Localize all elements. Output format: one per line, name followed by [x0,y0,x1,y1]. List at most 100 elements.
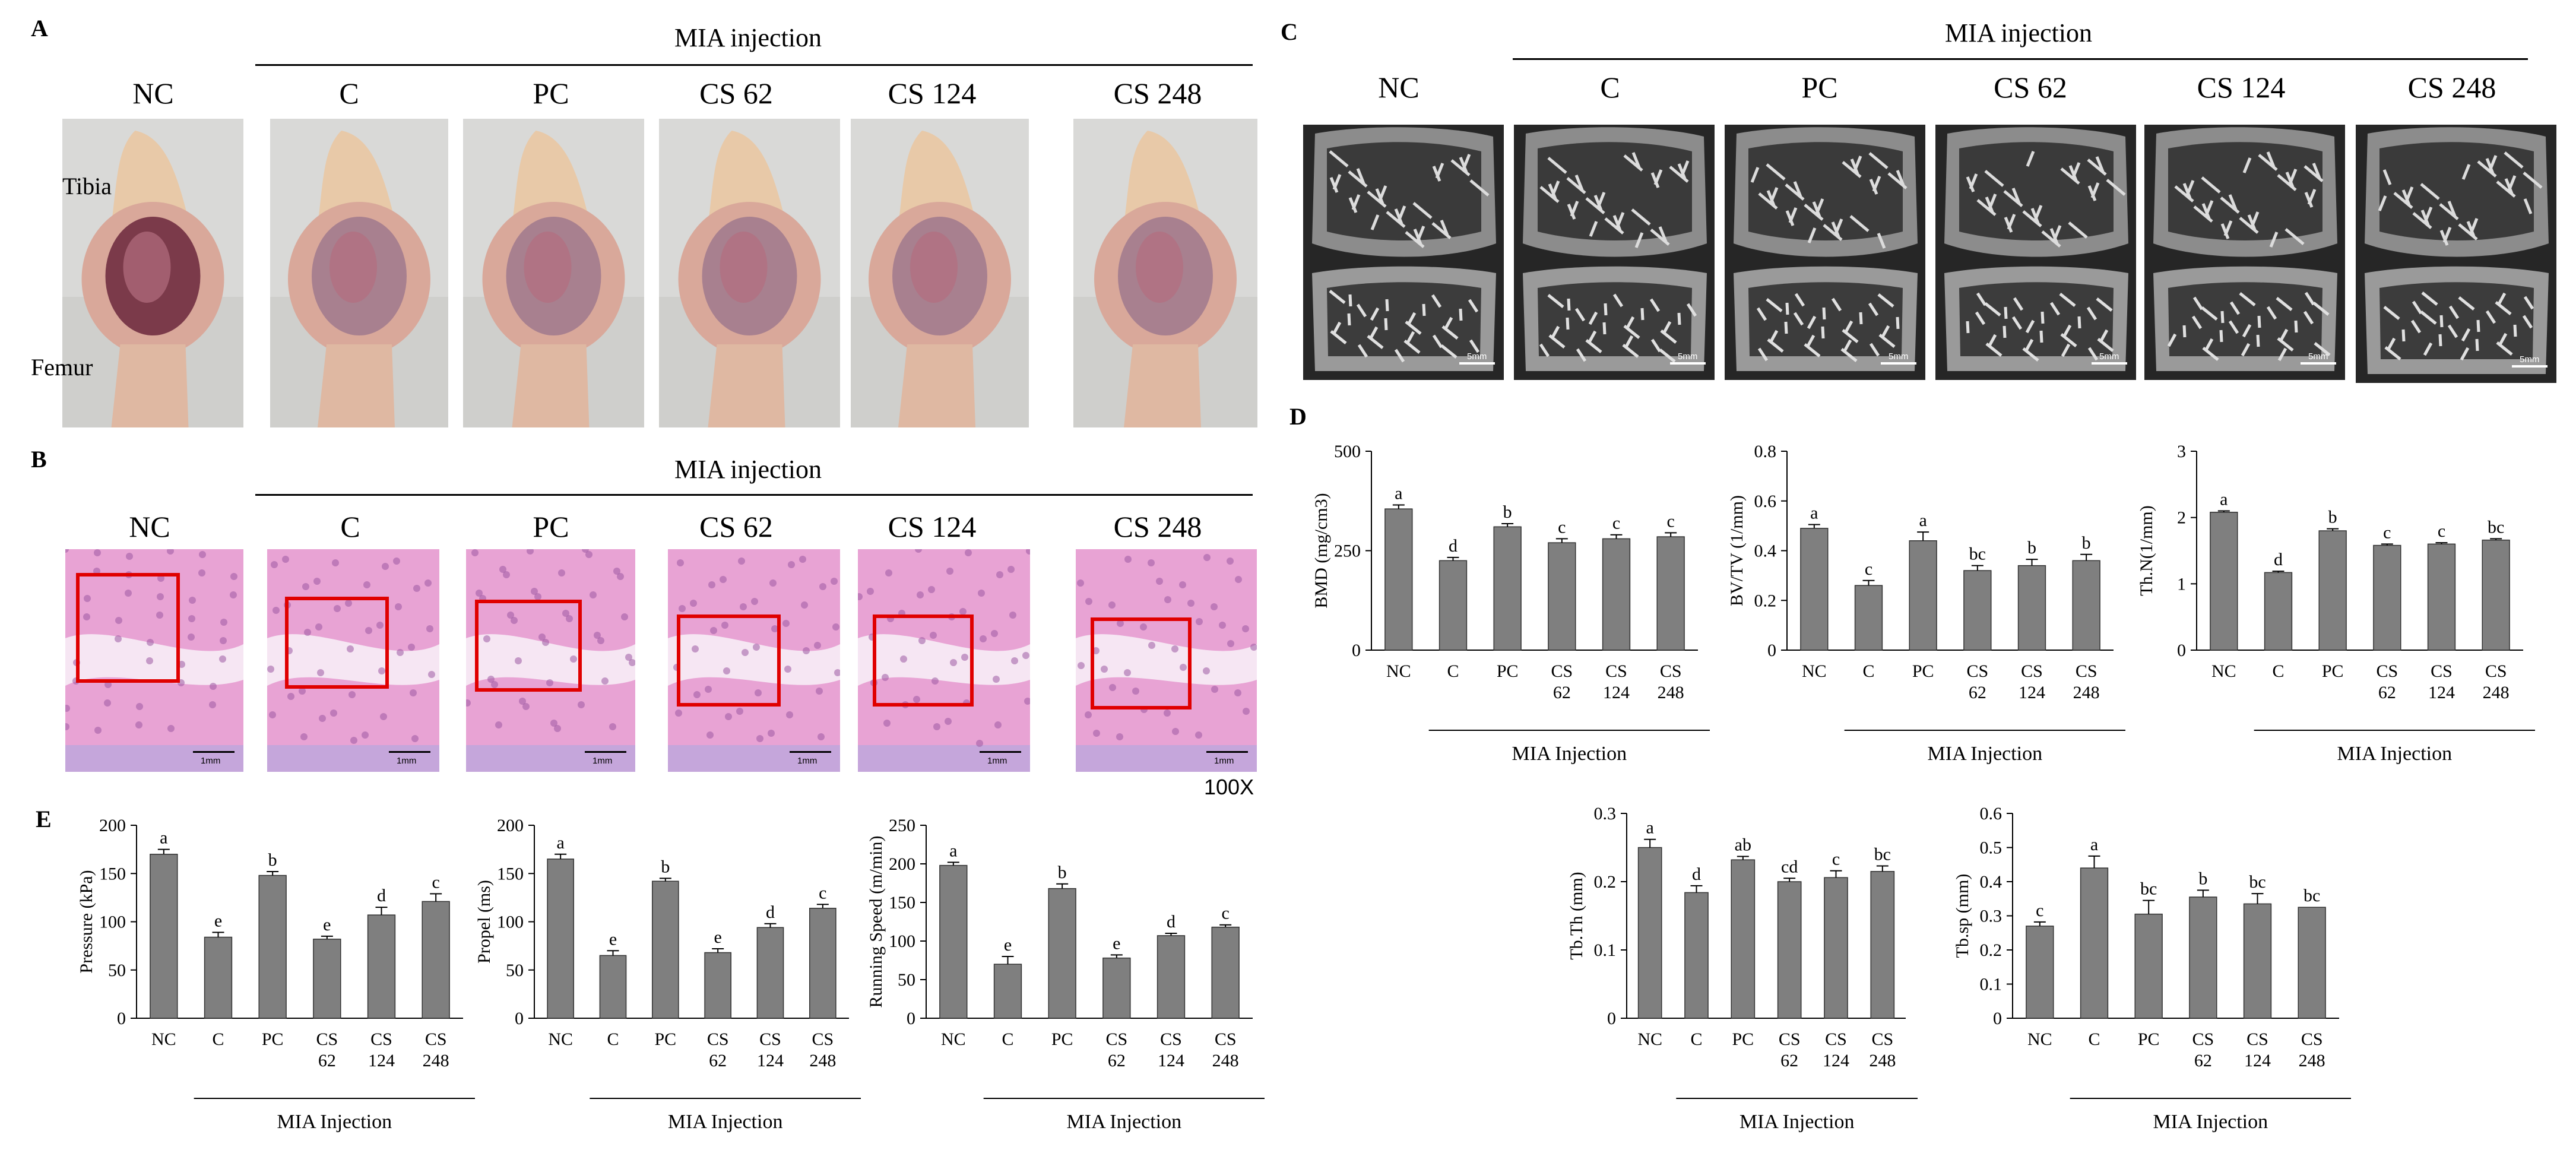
panel-b-group-title: MIA injection [674,455,822,484]
bar [2298,907,2326,1019]
significance-letter: c [1667,511,1675,531]
scale-bar-label: 5mm [1889,351,1909,362]
x-tick-label: CS [1825,1030,1847,1049]
x-tick-label: C [607,1030,619,1049]
y-tick-label: 0 [1993,1009,2002,1028]
panel-b-col-pc: PC [533,510,569,543]
region-highlight-box [76,573,180,683]
y-axis-label: Tb.sp (mm) [1953,874,1972,958]
x-tick-label: 124 [2428,683,2455,702]
y-tick-label: 0 [515,1009,524,1028]
x-tick-label: CS [2076,661,2097,681]
x-tick-label: NC [151,1030,176,1049]
panel-c-col-cs248: CS 248 [2407,71,2496,104]
micro-ct-image: 5mm [1725,125,1925,380]
panel-b-col-cs124: CS 124 [888,510,977,543]
x-tick-label: C [1690,1030,1702,1049]
x-tick-label: CS [707,1030,729,1049]
x-tick-label: C [2088,1030,2100,1049]
significance-letter: c [1558,517,1566,537]
bar [1870,871,1895,1019]
significance-letter: bc [2488,517,2504,537]
x-tick-label: 124 [757,1051,784,1070]
scale-bar [2512,365,2548,368]
panel-e-letter: E [36,806,52,832]
bar [2318,530,2347,651]
significance-letter: bc [2303,886,2320,905]
scale-bar-label: 5mm [1467,351,1487,362]
tibia-label: Tibia [62,173,112,199]
y-tick-label: 0.2 [1980,940,2003,960]
scale-bar-label: 1mm [201,756,221,766]
scale-bar [790,751,831,753]
bar [1909,540,1937,651]
y-tick-label: 250 [1334,541,1361,561]
y-tick-label: 250 [889,816,915,835]
histology-image: 1mm [1076,549,1257,772]
significance-letter: bc [1969,544,1986,564]
y-tick-label: 0.3 [1594,804,1617,823]
x-tick-label: 248 [1869,1051,1896,1070]
group-label: MIA Injection [1067,1111,1182,1133]
significance-letter: a [1395,483,1402,503]
bar [1548,542,1576,651]
region-highlight-box [873,614,974,707]
x-tick-label: CS [370,1030,392,1049]
significance-letter: d [1692,864,1701,884]
x-tick-label: 248 [423,1051,449,1070]
group-label: MIA Injection [277,1111,392,1133]
scale-bar-label: 1mm [987,756,1007,766]
bar [2189,897,2217,1019]
significance-letter: c [1865,559,1872,579]
significance-letter: c [1832,850,1840,869]
x-tick-label: CS [1105,1030,1127,1049]
y-tick-label: 0 [907,1009,915,1028]
x-tick-label: CS [2485,661,2507,681]
panel-a-group-line [255,64,1253,66]
x-tick-label: PC [1051,1030,1073,1049]
y-tick-label: 200 [889,854,915,874]
bar [2210,511,2238,651]
significance-letter: c [2438,521,2445,541]
significance-letter: b [1058,863,1067,882]
bar [2080,867,2109,1019]
y-tick-label: 0.2 [1754,591,1777,610]
x-tick-label: CS [2376,661,2398,681]
significance-letter: c [1222,904,1230,923]
micro-ct-image: 5mm [2356,125,2556,383]
bar [150,854,178,1019]
y-tick-label: 0 [117,1009,126,1028]
x-tick-label: CS [1779,1030,1801,1049]
panel-a-col-nc: NC [132,77,174,110]
x-tick-label: CS [1551,661,1573,681]
bar [1684,892,1709,1019]
x-tick-label: NC [2027,1030,2052,1049]
scale-bar [1206,751,1248,753]
x-tick-label: CS [316,1030,338,1049]
significance-letter: e [214,911,222,930]
y-tick-label: 0.1 [1594,940,1617,960]
y-tick-label: 1 [2177,574,2186,594]
significance-letter: e [609,929,617,949]
y-tick-label: 50 [108,961,126,980]
panel-c-col-nc: NC [1378,71,1420,104]
y-tick-label: 0.6 [1754,492,1777,511]
significance-letter: d [377,886,386,905]
panel-c-letter: C [1281,18,1298,45]
x-tick-label: 62 [318,1051,336,1070]
significance-letter: a [1810,503,1818,523]
bar [2072,560,2100,651]
y-axis-label: BMD (mg/cm3) [1311,493,1331,608]
significance-letter: e [1004,935,1012,955]
y-tick-label: 0.4 [1980,872,2003,892]
knee-photo [270,119,448,427]
micro-ct-image: 5mm [1514,125,1715,380]
micro-ct-image: 5mm [1303,125,1504,380]
panel-d-letter: D [1289,403,1307,430]
x-tick-label: PC [2138,1030,2160,1049]
x-tick-label: 124 [2019,683,2045,702]
panel-a-col-cs124: CS 124 [888,77,977,110]
y-axis-label: Th.N(1/mm) [2137,505,2156,595]
y-tick-label: 100 [889,932,915,951]
bar [599,955,627,1019]
